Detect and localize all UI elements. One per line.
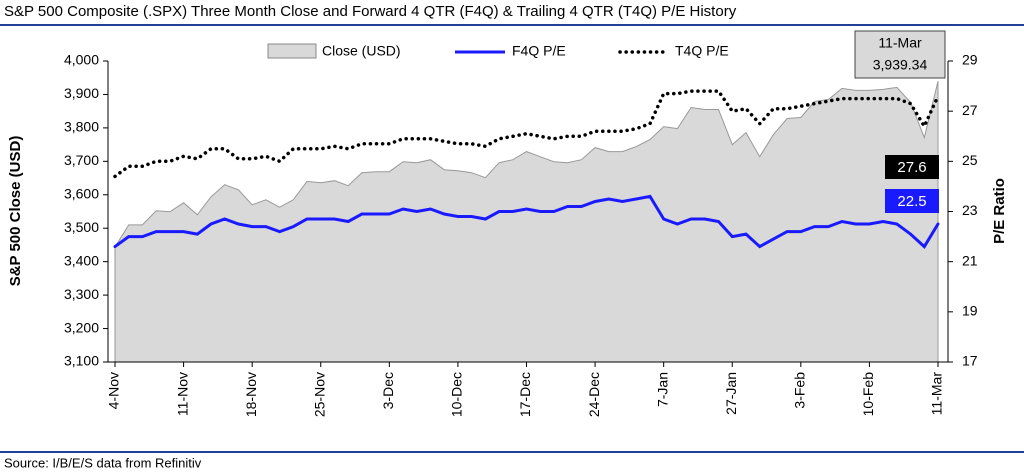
callout-value: 3,939.34 — [873, 57, 928, 73]
x-tick-label: 3-Dec — [380, 372, 396, 409]
legend-swatch — [267, 43, 317, 59]
x-tick-label: 3-Feb — [792, 372, 808, 409]
source: Source: I/B/E/S data from Refinitiv — [4, 455, 202, 470]
callout-date: 11-Mar — [878, 35, 922, 51]
x-tick-label: 10-Dec — [449, 372, 465, 417]
y-axis-title: S&P 500 Close (USD) — [7, 136, 24, 287]
y2-tick-label: 29 — [962, 52, 978, 68]
x-tick-label: 17-Dec — [517, 372, 533, 417]
x-tick-label: 18-Nov — [243, 372, 259, 417]
y-tick-label: 3,100 — [64, 353, 99, 369]
x-tick-label: 25-Nov — [311, 372, 327, 417]
x-tick-label: 11-Nov — [174, 372, 190, 416]
y-tick-label: 4,000 — [64, 52, 99, 68]
y2-tick-label: 21 — [962, 252, 978, 268]
y2-tick-label: 19 — [962, 303, 978, 319]
y-tick-label: 3,300 — [64, 286, 99, 302]
y-tick-label: 3,200 — [64, 319, 99, 335]
y2-tick-label: 23 — [962, 202, 978, 218]
x-tick-label: 11-Mar — [929, 372, 945, 416]
end-label: 22.5 — [897, 193, 926, 210]
end-label-box — [885, 155, 939, 179]
y-tick-label: 3,700 — [64, 152, 99, 168]
y-tick-label: 3,900 — [64, 85, 99, 101]
x-tick-label: 24-Dec — [586, 372, 602, 417]
callout-box — [854, 30, 946, 79]
close-area — [114, 81, 939, 363]
legend-label: Close (USD) — [322, 43, 401, 59]
y2-tick-label: 17 — [962, 353, 978, 369]
x-tick-label: 7-Jan — [654, 372, 670, 407]
chart-title: S&P 500 Composite (.SPX) Three Month Clo… — [4, 3, 737, 20]
legend-label: F4Q P/E — [512, 43, 566, 59]
y-tick-label: 3,800 — [64, 119, 99, 135]
y-tick-label: 3,500 — [64, 219, 99, 235]
x-tick-label: 4-Nov — [106, 372, 122, 409]
y2-tick-label: 25 — [962, 152, 978, 168]
x-tick-label: 27-Jan — [723, 372, 739, 415]
y-tick-label: 3,600 — [64, 185, 99, 201]
end-label: 27.6 — [897, 159, 926, 176]
y-tick-label: 3,400 — [64, 252, 99, 268]
legend-label: T4Q P/E — [675, 43, 729, 59]
x-tick-label: 10-Feb — [860, 372, 876, 417]
y2-axis-title: P/E Ratio — [991, 178, 1008, 244]
t4q-line — [113, 89, 940, 179]
y2-tick-label: 27 — [962, 102, 978, 118]
f4q-line — [113, 194, 940, 249]
end-label-box — [885, 189, 939, 213]
